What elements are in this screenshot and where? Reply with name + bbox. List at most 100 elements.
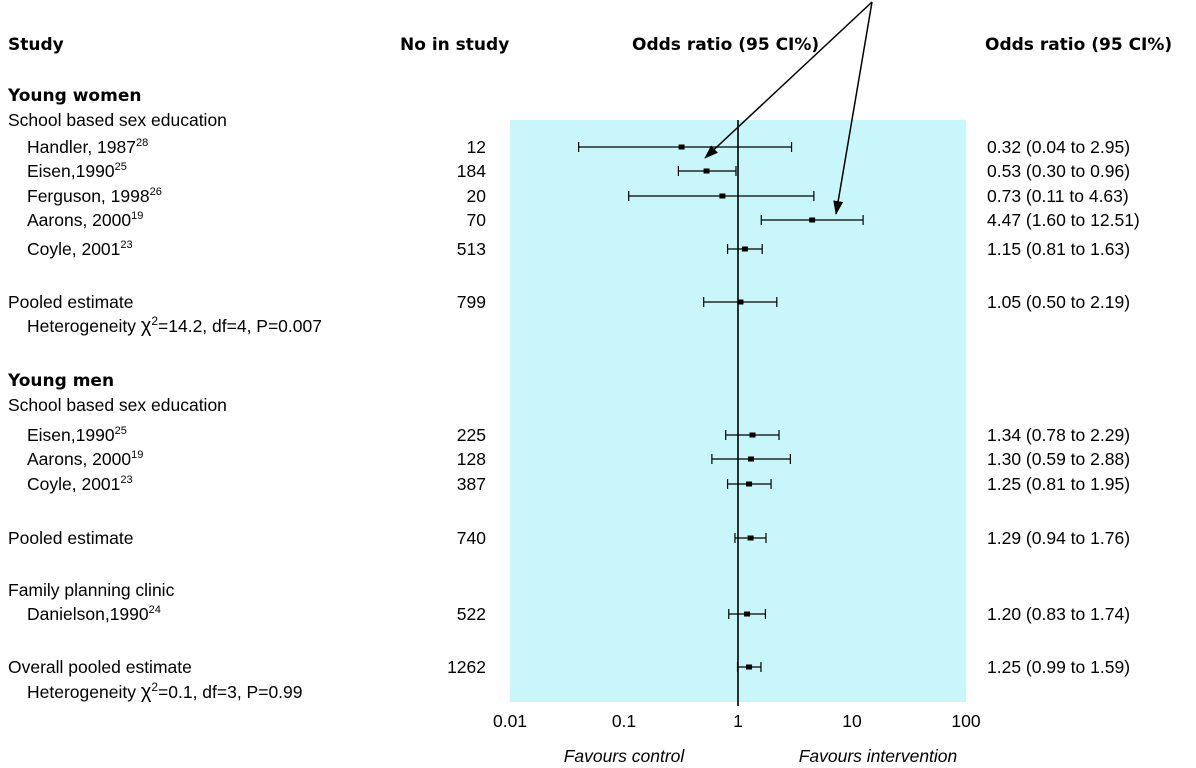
mark-coyle-2001 xyxy=(726,244,763,254)
n-value: 799 xyxy=(457,292,486,312)
study-label: Eisen,199025 xyxy=(27,425,127,445)
pooled-label: Pooled estimate xyxy=(8,528,134,548)
point-estimate xyxy=(719,193,726,199)
study-label: Coyle, 200123 xyxy=(27,239,133,259)
n-value: 225 xyxy=(457,425,486,445)
group-label: Young men xyxy=(7,371,114,391)
header-estimate: Odds ratio (95 CI%) xyxy=(985,35,1172,55)
row-study: Danielson,199024 522 1.20 (0.83 to 1.74) xyxy=(27,604,1130,624)
point-estimate xyxy=(749,432,756,438)
n-value: 740 xyxy=(457,528,486,548)
mark-aarons-2000 xyxy=(711,454,791,464)
point-estimate xyxy=(809,217,816,223)
favours-intervention-label: Favours intervention xyxy=(799,746,958,766)
subgroup-label: Family planning clinic xyxy=(8,580,175,600)
row-group: Young women xyxy=(7,86,141,106)
rows-layer: Young women School based sex education Han… xyxy=(7,86,1140,703)
x-axis-ticks: 0.01 0.1 1 10 100 xyxy=(493,711,981,731)
row-pooled: Pooled estimate 740 1.29 (0.94 to 1.76) xyxy=(8,528,1130,548)
point-estimate xyxy=(744,611,751,617)
mark-handler-1987 xyxy=(578,142,793,152)
favours-control-label: Favours control xyxy=(564,746,686,766)
point-estimate xyxy=(746,664,753,670)
heterogeneity-note: Heterogeneity χ2=0.1, df=3, P=0.99 xyxy=(27,680,303,703)
study-label: Aarons, 200019 xyxy=(27,210,143,230)
row-study: Eisen,199025 225 1.34 (0.78 to 2.29) xyxy=(27,425,1130,445)
n-value: 128 xyxy=(457,449,486,469)
group-label: Young women xyxy=(7,86,141,106)
n-value: 184 xyxy=(457,161,486,181)
n-value: 20 xyxy=(467,186,487,206)
pooled-label: Pooled estimate xyxy=(8,292,134,312)
mark-eisen-1990 xyxy=(725,430,780,440)
ci-text: 1.20 (0.83 to 1.74) xyxy=(987,604,1130,624)
subgroup-label: School based sex education xyxy=(8,110,227,130)
mark-pooled-estimate xyxy=(703,297,778,307)
study-label: Coyle, 200123 xyxy=(27,474,133,494)
header-n: No in study xyxy=(400,35,509,55)
pooled-label: Overall pooled estimate xyxy=(8,657,192,677)
row-study: Aarons, 200019 70 4.47 (1.60 to 12.51) xyxy=(27,210,1140,230)
row-study: Aarons, 200019 128 1.30 (0.59 to 2.88) xyxy=(27,449,1130,469)
header-study: Study xyxy=(8,35,64,55)
ci-text: 1.34 (0.78 to 2.29) xyxy=(987,425,1130,445)
marks-layer xyxy=(578,142,864,672)
study-label: Handler, 198728 xyxy=(27,137,148,157)
heterogeneity-note: Heterogeneity χ2=14.2, df=4, P=0.007 xyxy=(27,314,322,337)
n-value: 1262 xyxy=(447,657,486,677)
ci-text: 0.32 (0.04 to 2.95) xyxy=(987,137,1130,157)
row-note: Heterogeneity χ2=0.1, df=3, P=0.99 xyxy=(27,680,303,703)
mark-pooled-estimate xyxy=(734,533,767,543)
row-study: Coyle, 200123 513 1.15 (0.81 to 1.63) xyxy=(27,239,1130,259)
study-label: Aarons, 200019 xyxy=(27,449,143,469)
row-study: Eisen,199025 184 0.53 (0.30 to 0.96) xyxy=(27,161,1130,181)
study-label: Eisen,199025 xyxy=(27,161,127,181)
point-estimate xyxy=(678,144,685,150)
x-tick-label: 1 xyxy=(733,711,743,731)
mark-coyle-2001 xyxy=(726,479,772,489)
annotation-arrow-aarons xyxy=(833,1,873,215)
ci-text: 1.29 (0.94 to 1.76) xyxy=(987,528,1130,548)
mark-aarons-2000 xyxy=(760,215,864,225)
row-pooled: Overall pooled estimate 1262 1.25 (0.99 to… xyxy=(8,657,1130,677)
mark-ferguson-1998 xyxy=(628,191,815,201)
row-group: Young men xyxy=(7,371,114,391)
row-subgroup: Family planning clinic xyxy=(8,580,175,600)
ci-text: 1.25 (0.81 to 1.95) xyxy=(987,474,1130,494)
n-value: 387 xyxy=(457,474,486,494)
row-subgroup: School based sex education xyxy=(8,395,227,415)
row-study: Ferguson, 199826 20 0.73 (0.11 to 4.63) xyxy=(27,186,1129,206)
mark-danielson-1990 xyxy=(728,609,767,619)
ci-text: 1.30 (0.59 to 2.88) xyxy=(987,449,1130,469)
ci-text: 1.25 (0.99 to 1.59) xyxy=(987,657,1130,677)
point-estimate xyxy=(703,168,710,174)
row-study: Coyle, 200123 387 1.25 (0.81 to 1.95) xyxy=(27,474,1130,494)
ci-text: 0.53 (0.30 to 0.96) xyxy=(987,161,1130,181)
point-estimate xyxy=(747,456,754,462)
x-tick-label: 10 xyxy=(842,711,862,731)
n-value: 70 xyxy=(467,210,487,230)
point-estimate xyxy=(741,246,748,252)
study-label: Ferguson, 199826 xyxy=(27,186,162,206)
n-value: 12 xyxy=(467,137,486,157)
mark-eisen-1990 xyxy=(677,166,737,176)
x-tick-label: 0.1 xyxy=(612,711,636,731)
row-pooled: Pooled estimate 799 1.05 (0.50 to 2.19) xyxy=(8,292,1130,312)
point-estimate xyxy=(747,535,754,541)
row-study: Handler, 198728 12 0.32 (0.04 to 2.95) xyxy=(27,137,1130,157)
ci-text: 1.15 (0.81 to 1.63) xyxy=(987,239,1130,259)
point-estimate xyxy=(737,299,744,305)
x-tick-label: 100 xyxy=(951,711,980,731)
ci-text: 1.05 (0.50 to 2.19) xyxy=(987,292,1130,312)
ci-text: 0.73 (0.11 to 4.63) xyxy=(987,186,1129,206)
subgroup-label: School based sex education xyxy=(8,395,227,415)
n-value: 513 xyxy=(457,239,486,259)
row-subgroup: School based sex education xyxy=(8,110,227,130)
n-value: 522 xyxy=(457,604,486,624)
annotation-arrows xyxy=(704,1,873,215)
ci-text: 4.47 (1.60 to 12.51) xyxy=(987,210,1140,230)
x-tick-label: 0.01 xyxy=(493,711,527,731)
point-estimate xyxy=(746,481,753,487)
annotation-arrow-eisen xyxy=(704,1,873,159)
